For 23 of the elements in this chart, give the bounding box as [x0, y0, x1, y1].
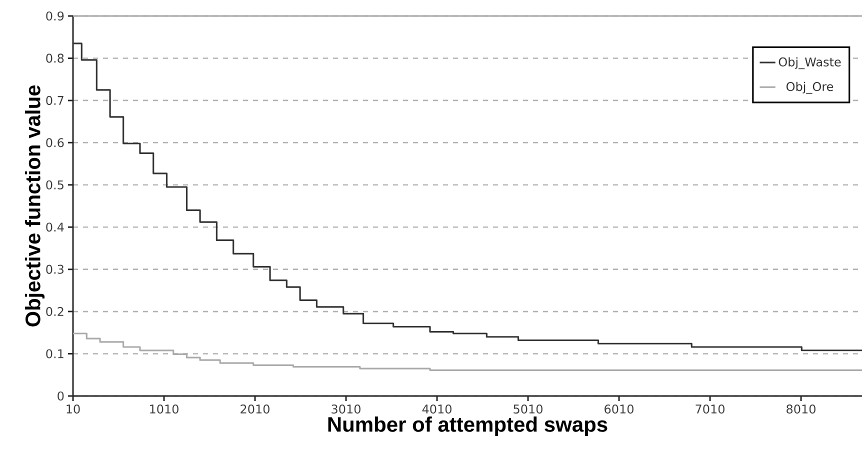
- y-tick-label: 0.1: [46, 349, 64, 358]
- x-tick-label: 8010: [786, 404, 816, 414]
- y-tick-label: 0.5: [46, 180, 64, 190]
- y-tick-label: 0.4: [46, 222, 64, 232]
- legend-label: Obj_Ore: [786, 82, 834, 94]
- y-tick-label: 0.9: [46, 11, 64, 21]
- x-tick-label: 10: [66, 404, 80, 414]
- x-tick-label: 5010: [514, 404, 542, 414]
- y-axis-title: Objective function value: [24, 85, 45, 326]
- x-tick-label: 4010: [422, 404, 452, 414]
- y-tick-label: 0.7: [46, 96, 64, 105]
- x-axis-title: Number of attempted swaps: [328, 416, 608, 436]
- legend-label: Obj_Waste: [778, 57, 841, 70]
- y-tick-label: 0.6: [46, 138, 64, 148]
- y-tick-label: 0: [58, 391, 64, 401]
- x-tick-label: 7010: [696, 404, 724, 414]
- x-tick-label: 6010: [604, 404, 634, 414]
- x-tick-label: 1010: [150, 404, 178, 414]
- x-tick-label: 2010: [240, 404, 270, 414]
- y-tick-label: 0.2: [46, 307, 64, 316]
- y-tick-label: 0.3: [46, 264, 64, 274]
- y-tick-label: 0.8: [46, 54, 64, 63]
- x-tick-label: 3010: [332, 404, 360, 414]
